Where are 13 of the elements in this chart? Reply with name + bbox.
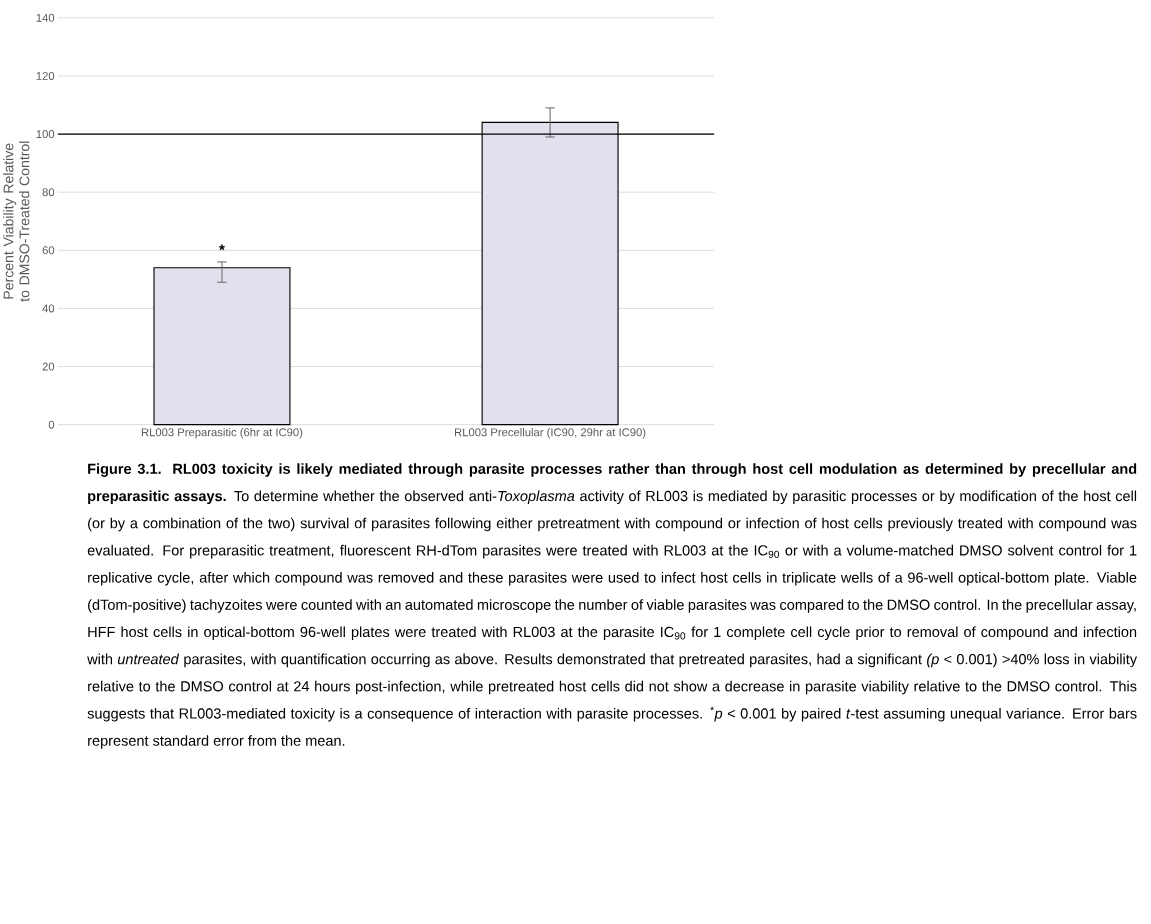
y-tick-label: 0 [48,420,55,429]
y-tick-label: 100 [36,129,55,138]
y-tick-label: 140 [36,13,55,22]
y-tick-label: 20 [42,362,55,371]
annotation: * [219,244,225,250]
y-tick-label: 120 [36,71,55,80]
x-tick-label: RL003 Precellular (IC90, 29hr at IC90) [455,427,646,439]
y-tick-label: 60 [42,246,55,255]
text: Figure 3.1. RL003 toxicity is likely mediated through parasite processes rather than through host cell modulation as determined by precellular and preparasitic assays. To determine whether the observed anti-Toxoplasma activity of RL003 is mediated by parasitic processes or by modification of the host cell (or by a combination of the two) survival of parasites following either pretreatment with compound or infection of host cells previously treated with compound was evaluated. For preparasitic treatment, fluorescent RH-dTom parasites were treated with RL003 at the IC$_{90}$ or with a volume-matched DMSO solvent control for 1 replicative cycle, after which compound was removed and these parasites were used to infect host cells in triplicate wells of a 96-well optical-bottom plate. Viable (dTom-positive) tachyzoites were counted with an automated microscope the number of viable parasites was compared to the DMSO control. In the precellular assay, HFF host cells in optical-bottom 96-well plates were treated with RL003 at the parasite IC$_{90}$ for 1 complete cell cycle prior to removal of compound and infection with untreated parasites, with quantification occurring as above. Results demonstrated that pretreated parasites, had a significant (p < 0.001) >40% loss in viability relative to the DMSO control at 24 hours post-infection, while pretreated host cells did not show a decrease in parasite viability relative to the DMSO control. This suggests that RL003-mediated toxicity is a consequence of interaction with parasite processes. $^{*}$p < 0.001 by paired t-test assuming unequal variance. Error bars represent standard error from the mean. [87,463,1138,749]
x-tick-label: RL003 Preparasitic (6hr at IC90) [141,427,303,439]
y-axis-title: Percent Viability Relative to DMSO-Treated Control [3,141,30,302]
y-tick-label: 40 [42,304,55,313]
y-tick-label: 80 [42,188,55,196]
